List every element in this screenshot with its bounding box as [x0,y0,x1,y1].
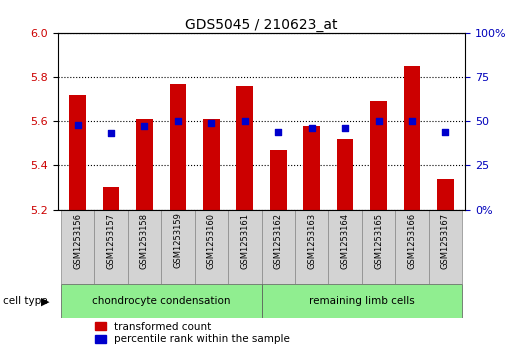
Bar [103,187,119,209]
Legend: transformed count, percentile rank within the sample: transformed count, percentile rank withi… [95,322,290,344]
Point [73,122,82,127]
Text: GSM1253162: GSM1253162 [274,212,283,269]
Title: GDS5045 / 210623_at: GDS5045 / 210623_at [185,18,338,32]
Bar [303,126,320,209]
Bar [136,119,153,209]
Bar [61,284,262,318]
Bar [395,209,429,284]
Point [274,129,282,135]
Text: GSM1253156: GSM1253156 [73,212,82,269]
Bar [337,139,354,209]
Bar [362,209,395,284]
Text: GSM1253160: GSM1253160 [207,212,216,269]
Bar [228,209,262,284]
Point [174,118,182,124]
Bar [94,209,128,284]
Text: cell type: cell type [3,296,47,306]
Bar [429,209,462,284]
Text: GSM1253165: GSM1253165 [374,212,383,269]
Text: GSM1253157: GSM1253157 [107,212,116,269]
Text: ▶: ▶ [41,296,49,306]
Bar [69,95,86,209]
Bar [295,209,328,284]
Bar [236,86,253,209]
Bar [262,209,295,284]
Bar [262,284,462,318]
Text: GSM1253167: GSM1253167 [441,212,450,269]
Point [207,120,215,126]
Bar [61,209,94,284]
Point [374,118,383,124]
Bar [437,179,454,209]
Point [308,125,316,131]
Text: GSM1253166: GSM1253166 [407,212,416,269]
Bar [328,209,362,284]
Bar [195,209,228,284]
Bar [169,83,186,209]
Point [341,125,349,131]
Text: GSM1253163: GSM1253163 [307,212,316,269]
Point [408,118,416,124]
Point [140,123,149,129]
Text: GSM1253161: GSM1253161 [240,212,249,269]
Bar [370,101,387,209]
Bar [203,119,220,209]
Point [107,131,115,136]
Point [241,118,249,124]
Point [441,129,450,135]
Text: chondrocyte condensation: chondrocyte condensation [92,296,231,306]
Text: GSM1253164: GSM1253164 [340,212,349,269]
Bar [404,66,420,209]
Bar [128,209,161,284]
Text: GSM1253159: GSM1253159 [174,212,183,268]
Bar [161,209,195,284]
Bar [270,150,287,209]
Text: remaining limb cells: remaining limb cells [309,296,415,306]
Text: GSM1253158: GSM1253158 [140,212,149,269]
